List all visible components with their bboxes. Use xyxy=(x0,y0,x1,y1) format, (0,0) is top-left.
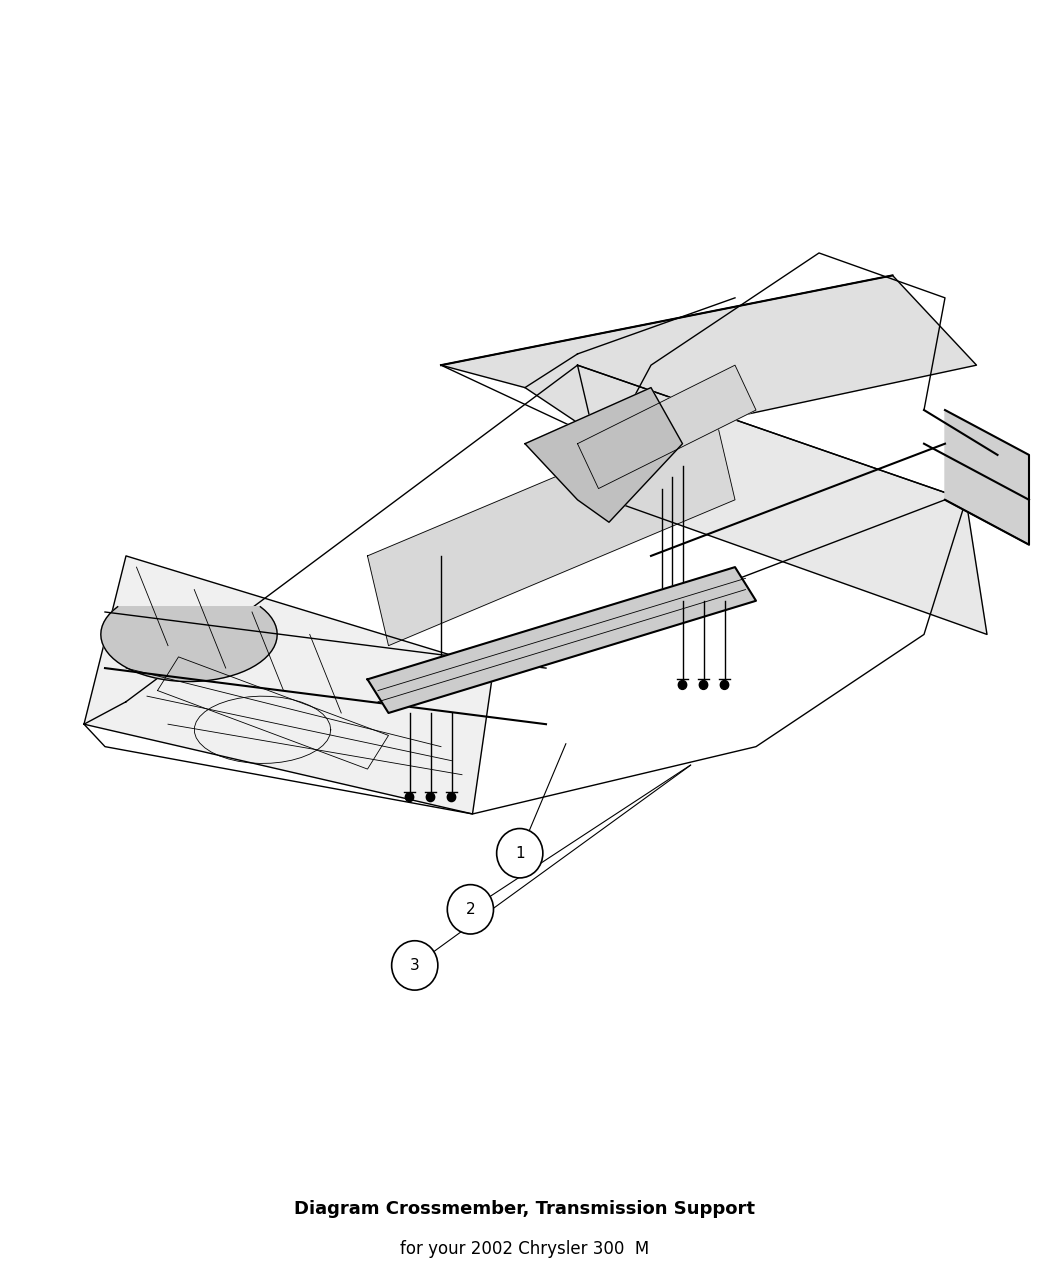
Polygon shape xyxy=(368,411,735,645)
Text: Diagram Crossmember, Transmission Support: Diagram Crossmember, Transmission Suppor… xyxy=(294,1200,756,1218)
Circle shape xyxy=(392,941,438,991)
Circle shape xyxy=(405,793,414,802)
Polygon shape xyxy=(578,365,756,488)
Polygon shape xyxy=(578,365,987,635)
Circle shape xyxy=(426,793,435,802)
Polygon shape xyxy=(441,275,976,444)
Polygon shape xyxy=(945,411,1029,544)
Polygon shape xyxy=(84,556,493,813)
Circle shape xyxy=(720,681,729,690)
Polygon shape xyxy=(368,567,756,713)
Polygon shape xyxy=(525,388,682,523)
Text: 1: 1 xyxy=(514,845,525,861)
Text: 3: 3 xyxy=(410,958,420,973)
Polygon shape xyxy=(101,607,277,682)
Circle shape xyxy=(699,681,708,690)
Circle shape xyxy=(497,829,543,878)
Circle shape xyxy=(447,793,456,802)
Text: 2: 2 xyxy=(465,901,476,917)
Text: for your 2002 Chrysler 300  M: for your 2002 Chrysler 300 M xyxy=(400,1241,650,1258)
Circle shape xyxy=(678,681,687,690)
Circle shape xyxy=(447,885,494,935)
